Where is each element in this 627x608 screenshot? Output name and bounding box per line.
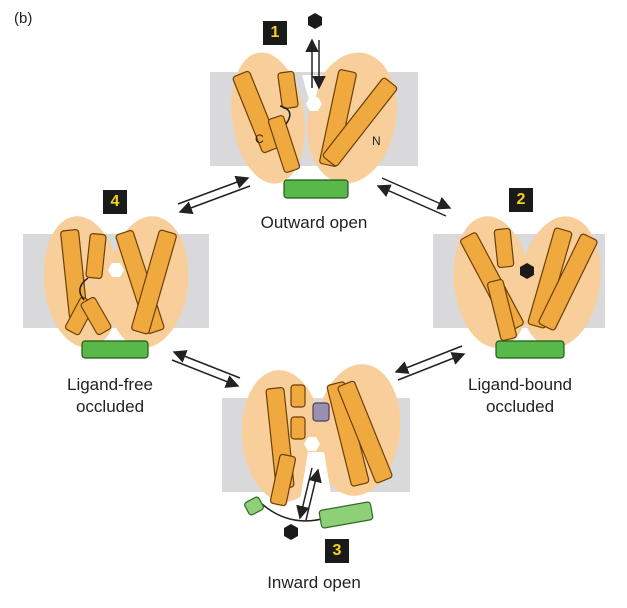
state-4-transporter xyxy=(23,216,209,359)
helix-1a xyxy=(232,70,280,154)
helix-1b xyxy=(277,70,299,110)
helix-3c xyxy=(290,416,306,440)
ligand-1 xyxy=(308,13,322,29)
arrow-3to2 xyxy=(397,352,466,381)
arrow-1to2 xyxy=(381,177,452,210)
purple-helix-3 xyxy=(312,402,330,422)
state-1-number-badge: 1 xyxy=(263,21,287,45)
helix-3f xyxy=(337,380,393,484)
helix-2e xyxy=(538,233,598,331)
panel-label: (b) xyxy=(14,10,33,27)
arrow-4to1 xyxy=(177,175,250,205)
binding-site-1 xyxy=(306,97,322,111)
arrow-2to1 xyxy=(376,184,447,217)
arrow-3-in xyxy=(305,468,322,521)
helix-2c xyxy=(487,278,517,342)
state-3-number-badge: 3 xyxy=(325,539,349,563)
helix-1e xyxy=(322,77,398,167)
arrow-1to4 xyxy=(178,185,251,215)
ligand-3 xyxy=(284,524,298,540)
green-helix-1 xyxy=(283,179,349,199)
arrow-3to4 xyxy=(172,350,241,379)
arrow-2to3 xyxy=(394,345,463,374)
state-2-number-badge: 2 xyxy=(509,188,533,212)
helix-4b xyxy=(85,232,107,280)
state-4-label: Ligand-free occluded xyxy=(66,375,153,416)
loop-4 xyxy=(79,277,89,301)
loop-1 xyxy=(279,105,291,125)
green-helix-3b xyxy=(318,501,374,529)
ligand-2 xyxy=(520,263,534,279)
helix-1d xyxy=(319,69,357,167)
state-1-transporter xyxy=(210,13,418,199)
state-3-transporter xyxy=(222,364,410,540)
state-1-label: Outward open xyxy=(260,213,368,232)
binding-site-4 xyxy=(108,263,124,277)
state-2-label: Ligand-bound occluded xyxy=(468,375,572,416)
arrow-4to3 xyxy=(171,359,240,388)
equilibrium-arrows xyxy=(171,38,466,521)
helix-3b xyxy=(290,384,306,408)
helix-3d xyxy=(269,453,297,507)
green-helix-4 xyxy=(81,340,149,359)
state-2-transporter xyxy=(433,216,605,359)
c-terminus-label: C xyxy=(255,132,264,146)
binding-site-3 xyxy=(304,437,320,451)
helix-2b xyxy=(493,227,515,269)
helix-4f xyxy=(131,229,177,335)
helix-1c xyxy=(267,115,301,173)
helix-4d xyxy=(80,296,112,336)
state-3-label: Inward open xyxy=(267,573,361,592)
green-helix-3a xyxy=(244,496,264,516)
loop-3 xyxy=(261,503,327,522)
green-helix-2 xyxy=(495,340,565,359)
n-terminus-label: N xyxy=(372,134,381,148)
state-4-number-badge: 4 xyxy=(103,190,127,214)
